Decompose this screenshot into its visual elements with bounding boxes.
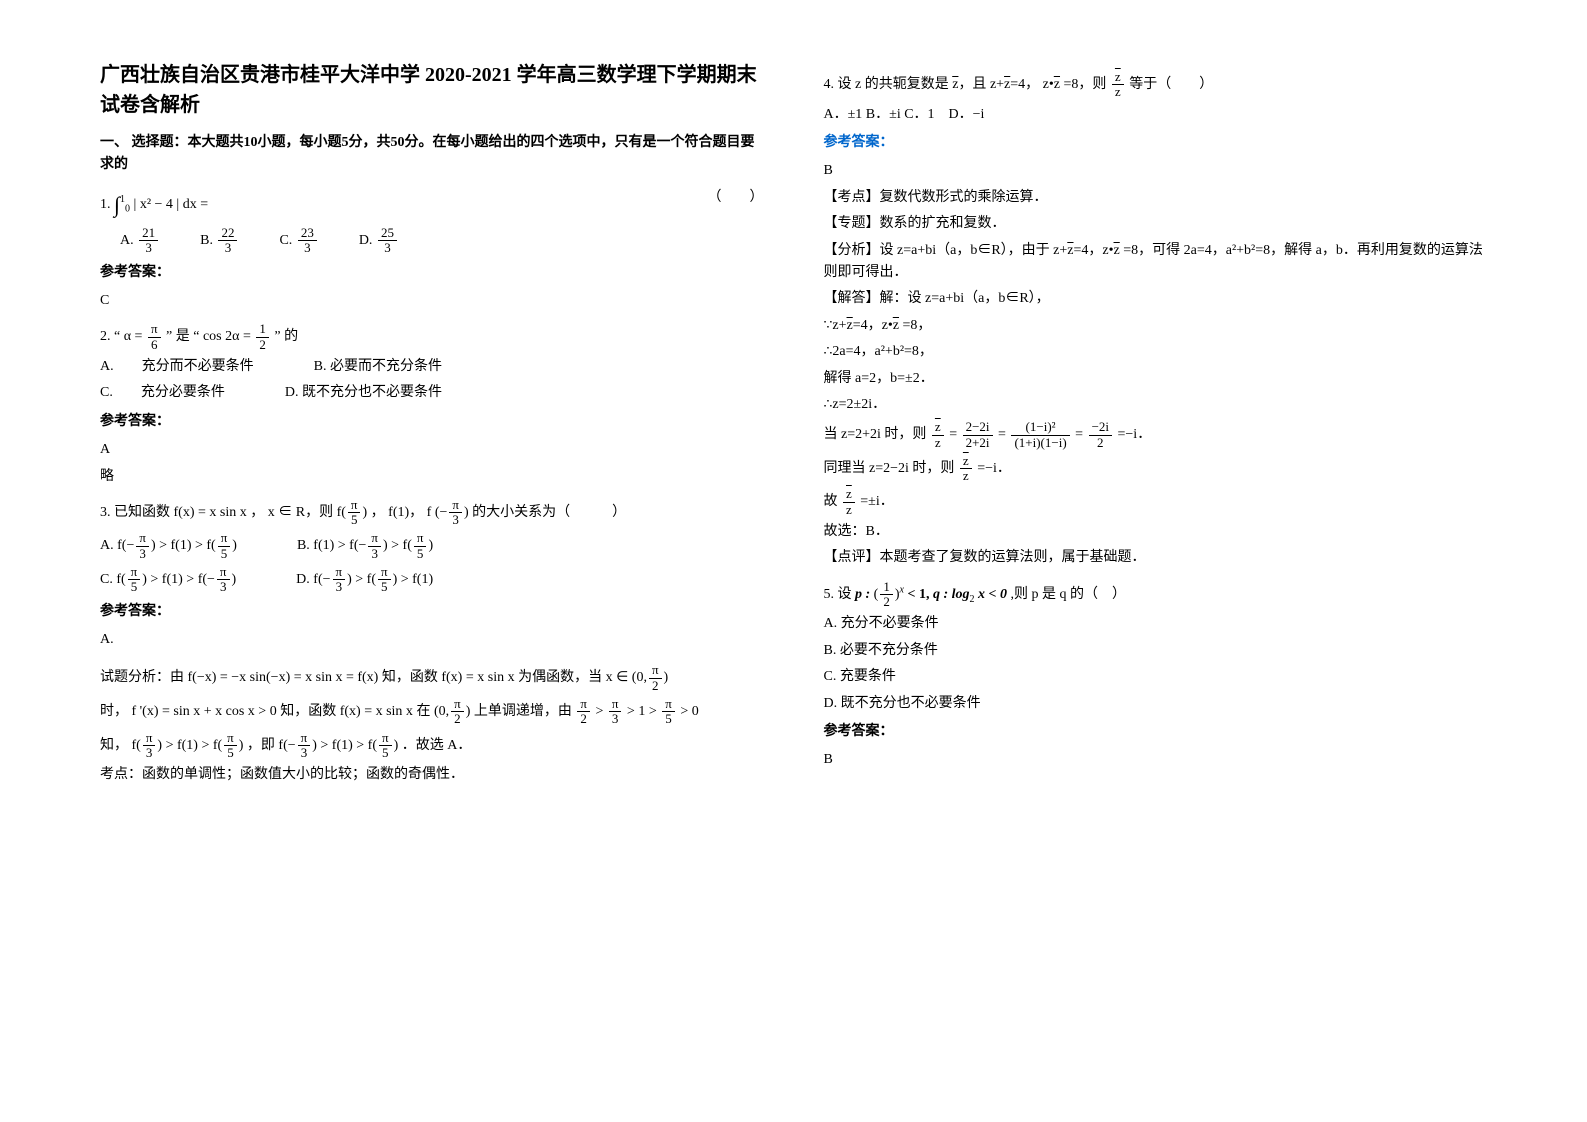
q1-num: 1. bbox=[100, 197, 111, 212]
page-title: 广西壮族自治区贵港市桂平大洋中学 2020-2021 学年高三数学理下学期期末试… bbox=[100, 60, 764, 120]
q4-dp: 【点评】本题考查了复数的运算法则，属于基础题． bbox=[824, 547, 1488, 569]
q4-jd4: 解得 a=2，b=±2． bbox=[824, 368, 1488, 390]
q1-paren: （ ） bbox=[708, 187, 764, 209]
q4-case2: 同理当 z=2−2i 时，则 zz =−i． bbox=[824, 454, 1488, 484]
q4-gu: 故 zz =±i． bbox=[824, 487, 1488, 517]
q3: 3. 已知函数 f(x) = x sin x ， x ∈ R，则 f(π5) ，… bbox=[100, 498, 764, 528]
q3-analysis: 试题分析：由 f(−x) = −x sin(−x) = x sin x = f(… bbox=[100, 663, 764, 693]
opt-d: D. 253 bbox=[359, 226, 399, 256]
q3-analysis-3: 知， f(π3) > f(1) > f(π5) ，即 f(−π3) > f(1)… bbox=[100, 731, 764, 761]
q5-B: B. 必要不充分条件 bbox=[824, 640, 1488, 662]
q4-jd3: ∴2a=4，a²+b²=8， bbox=[824, 341, 1488, 363]
opt-a: A. f(−π3) > f(1) > f(π5) bbox=[100, 531, 237, 561]
q1: 1. ∫10 | x² − 4 | dx = （ ） bbox=[100, 187, 764, 222]
f-pi5: f(π5) bbox=[337, 505, 368, 520]
q3-xinR: x ∈ R，则 bbox=[268, 505, 337, 520]
opt-c: C. 充分必要条件 bbox=[100, 382, 225, 404]
q3-analysis-2: 时， f '(x) = sin x + x cos x > 0 知，函数 f(x… bbox=[100, 697, 764, 727]
cos2a: cos 2α = bbox=[203, 329, 251, 344]
alpha-eq: α = bbox=[124, 329, 143, 344]
q2-ans: A bbox=[100, 439, 764, 461]
q4-ans: B bbox=[824, 160, 1488, 182]
opt-b: B. 223 bbox=[200, 226, 239, 256]
q5-ans: B bbox=[824, 749, 1488, 771]
opt-d: D. f(−π3) > f(π5) > f(1) bbox=[296, 565, 433, 595]
q4-jd5: ∴z=2±2i． bbox=[824, 394, 1488, 416]
ref-ans-label: 参考答案： bbox=[100, 411, 764, 433]
ref-ans-label: 参考答案： bbox=[100, 262, 764, 284]
q5: 5. 设 p : (12)x < 1, q : log2 x < 0 ,则 p … bbox=[824, 580, 1488, 610]
left-column: 广西壮族自治区贵港市桂平大洋中学 2020-2021 学年高三数学理下学期期末试… bbox=[100, 60, 764, 1082]
ref-ans-label: 参考答案： bbox=[824, 721, 1488, 743]
q3-ans: A. bbox=[100, 629, 764, 651]
ref-ans-label: 参考答案： bbox=[100, 601, 764, 623]
q4-gx: 故选：B． bbox=[824, 521, 1488, 543]
opt-a: A. 充分而不必要条件 bbox=[100, 356, 254, 378]
opt-d: D. 既不充分也不必要条件 bbox=[285, 382, 442, 404]
q4-fx: 【分析】设 z=a+bi（a，b∈R），由于 z+z=4，z•z =8，可得 2… bbox=[824, 240, 1488, 285]
opt-c: C. f(π5) > f(1) > f(−π3) bbox=[100, 565, 236, 595]
q4-jd1: 【解答】解：设 z=a+bi（a，b∈R）， bbox=[824, 288, 1488, 310]
q4-jd2: ∵z+z=4，z•z =8， bbox=[824, 315, 1488, 337]
right-column: 4. 设 z 的共轭复数是 z，且 z+z=4， z•z =8，则 zz 等于（… bbox=[824, 60, 1488, 1082]
opt-a: A. 213 bbox=[120, 226, 160, 256]
opt-c: C. 233 bbox=[279, 226, 318, 256]
q3-options: A. f(−π3) > f(1) > f(π5) B. f(1) > f(−π3… bbox=[100, 531, 764, 594]
z-plus-zbar: z+z bbox=[990, 77, 1010, 92]
q2-note: 略 bbox=[100, 466, 764, 488]
q4-case1: 当 z=2+2i 时，则 zz = 2−2i2+2i = (1−i)²(1+i)… bbox=[824, 420, 1488, 450]
q3-stem1: 3. 已知函数 bbox=[100, 505, 170, 520]
opt-b: B. 必要而不充分条件 bbox=[314, 356, 442, 378]
z-dot-zbar: z•z bbox=[1043, 77, 1060, 92]
q3-fx: f(x) = x sin x ， bbox=[174, 505, 265, 520]
q5-C: C. 充要条件 bbox=[824, 666, 1488, 688]
f1: f(1)， bbox=[388, 505, 423, 520]
q4-zt: 【专题】数系的扩充和复数． bbox=[824, 213, 1488, 235]
int-sub: 0 bbox=[125, 203, 130, 214]
q2-pre: 2. “ bbox=[100, 329, 120, 344]
comma: ， bbox=[371, 505, 385, 520]
q2-tail: ” 的 bbox=[274, 329, 298, 344]
q2: 2. “ α = π6 ” 是 “ cos 2α = 12 ” 的 bbox=[100, 322, 764, 352]
q1-ans: C bbox=[100, 290, 764, 312]
ref-ans-label: 参考答案： bbox=[824, 132, 1488, 154]
q5-D: D. 既不充分也不必要条件 bbox=[824, 693, 1488, 715]
q5-A: A. 充分不必要条件 bbox=[824, 613, 1488, 635]
q3-tail: 的大小关系为（ ） bbox=[472, 505, 626, 520]
q2-mid: ” 是 “ bbox=[166, 329, 199, 344]
q2-options: A. 充分而不必要条件 B. 必要而不充分条件 C. 充分必要条件 D. 既不充… bbox=[100, 356, 764, 405]
q4-kd: 【考点】复数代数形式的乘除运算． bbox=[824, 187, 1488, 209]
q1-eq: = bbox=[200, 197, 208, 212]
q4: 4. 设 z 的共轭复数是 z，且 z+z=4， z•z =8，则 zz 等于（… bbox=[824, 70, 1488, 100]
f-neg-pi3: f (−π3) bbox=[427, 505, 469, 520]
q1-body: | x² − 4 | dx bbox=[134, 197, 197, 212]
q1-options: A. 213 B. 223 C. 233 D. 253 bbox=[120, 226, 764, 256]
opt-b: B. f(1) > f(−π3) > f(π5) bbox=[297, 531, 433, 561]
section-1-heading: 一、 选择题：本大题共10小题，每小题5分，共50分。在每小题给出的四个选项中，… bbox=[100, 132, 764, 177]
q4-opts: A．±1 B．±i C．1 D．−i bbox=[824, 104, 1488, 126]
q3-kd: 考点：函数的单调性；函数值大小的比较；函数的奇偶性． bbox=[100, 764, 764, 786]
